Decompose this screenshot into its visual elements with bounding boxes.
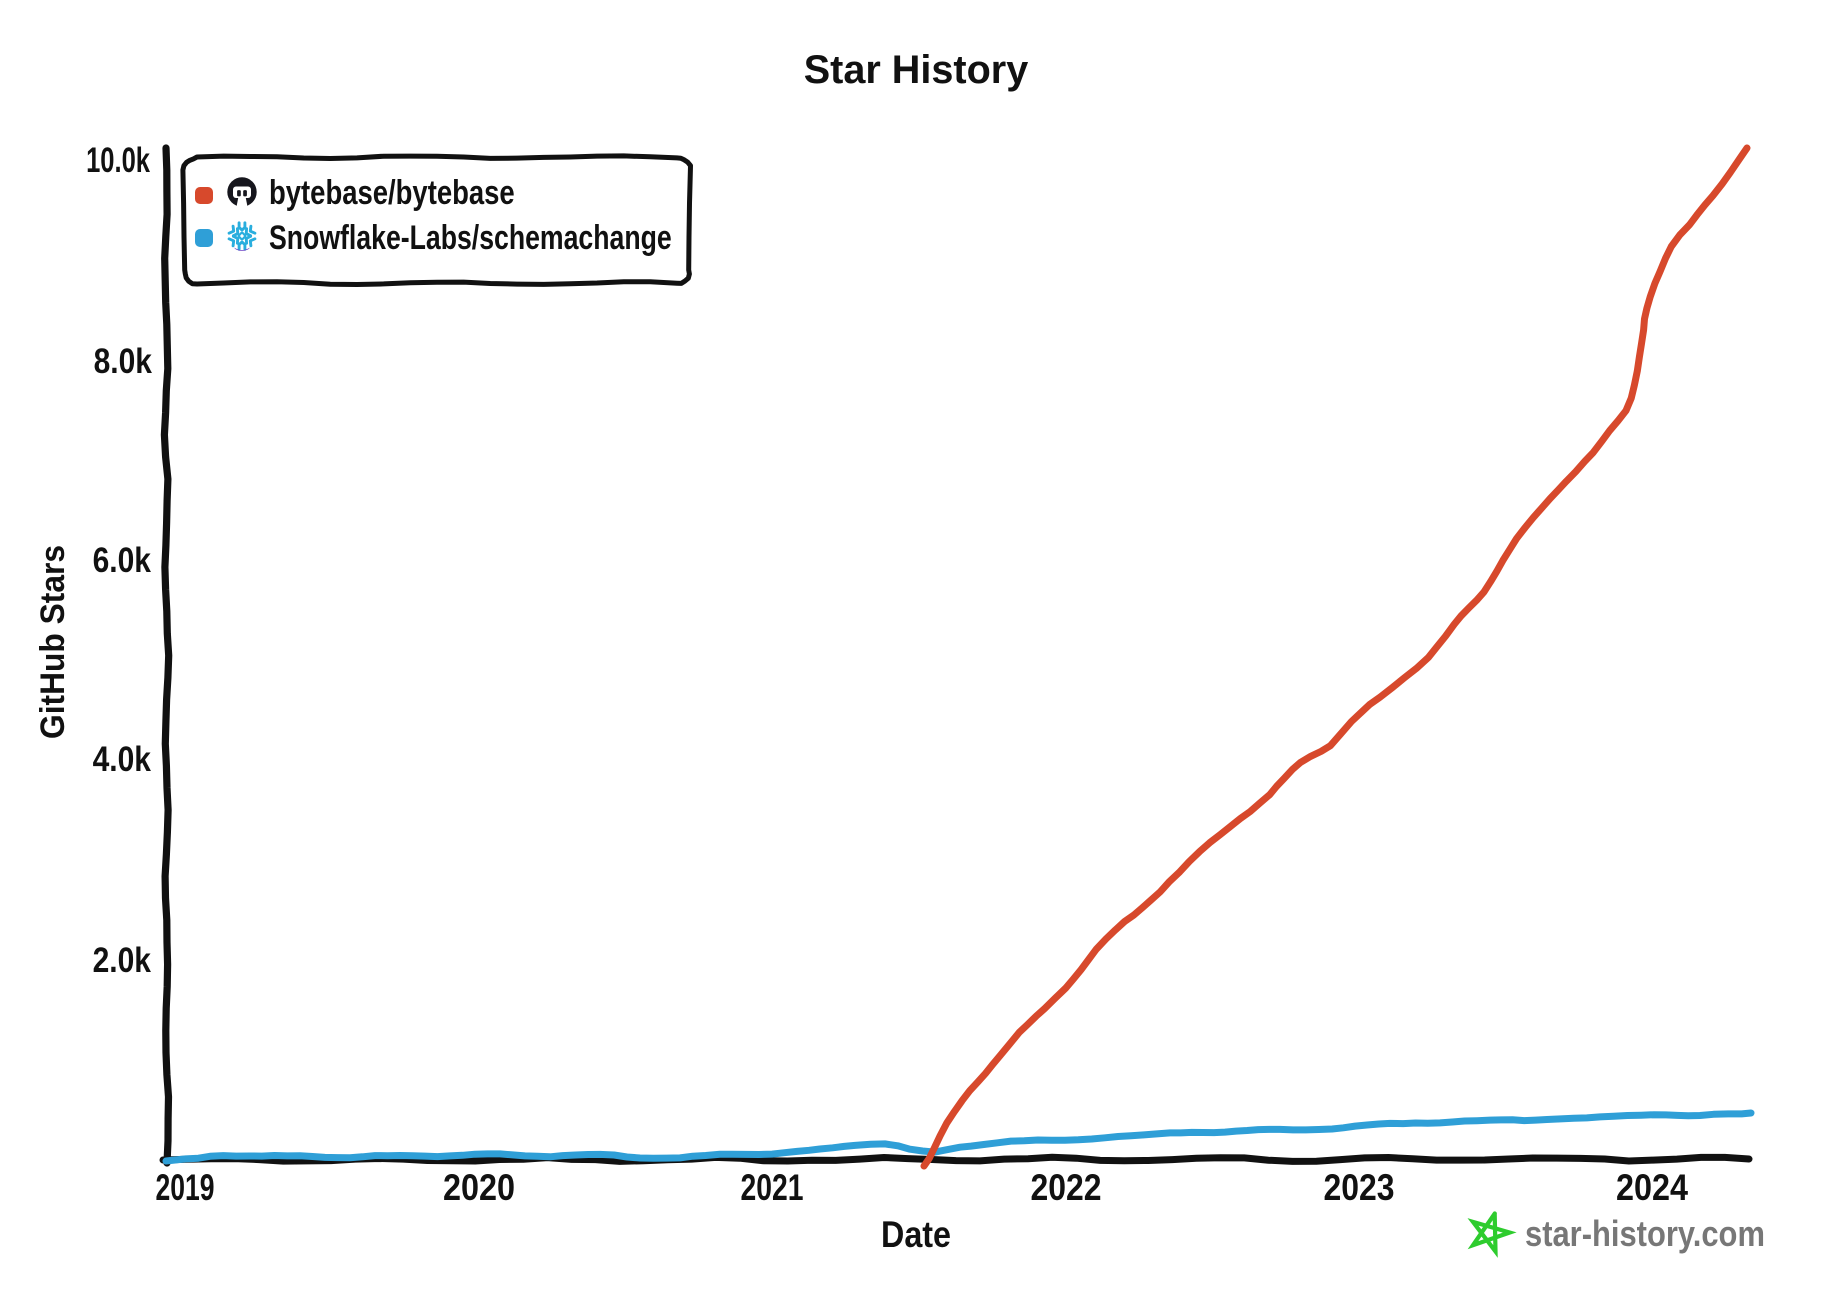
- svg-text:2019: 2019: [155, 1167, 214, 1208]
- svg-text:2023: 2023: [1323, 1168, 1394, 1209]
- svg-text:8.0k: 8.0k: [94, 341, 153, 381]
- svg-text:10.0k: 10.0k: [86, 141, 151, 180]
- svg-text:star-history.com: star-history.com: [1525, 1215, 1765, 1255]
- svg-text:2021: 2021: [741, 1166, 804, 1208]
- svg-text:bytebase/bytebase: bytebase/bytebase: [269, 173, 515, 212]
- svg-text:2.0k: 2.0k: [93, 940, 152, 980]
- svg-text:2022: 2022: [1030, 1168, 1101, 1209]
- svg-text:Date: Date: [881, 1215, 951, 1255]
- svg-text:Snowflake-Labs/schemachange: Snowflake-Labs/schemachange: [269, 219, 672, 257]
- svg-text:GitHub Stars: GitHub Stars: [33, 545, 71, 739]
- svg-text:Star History: Star History: [804, 48, 1028, 92]
- svg-text:4.0k: 4.0k: [93, 739, 152, 779]
- svg-text:2020: 2020: [443, 1168, 515, 1208]
- svg-text:2024: 2024: [1616, 1168, 1689, 1208]
- svg-text:6.0k: 6.0k: [93, 540, 152, 580]
